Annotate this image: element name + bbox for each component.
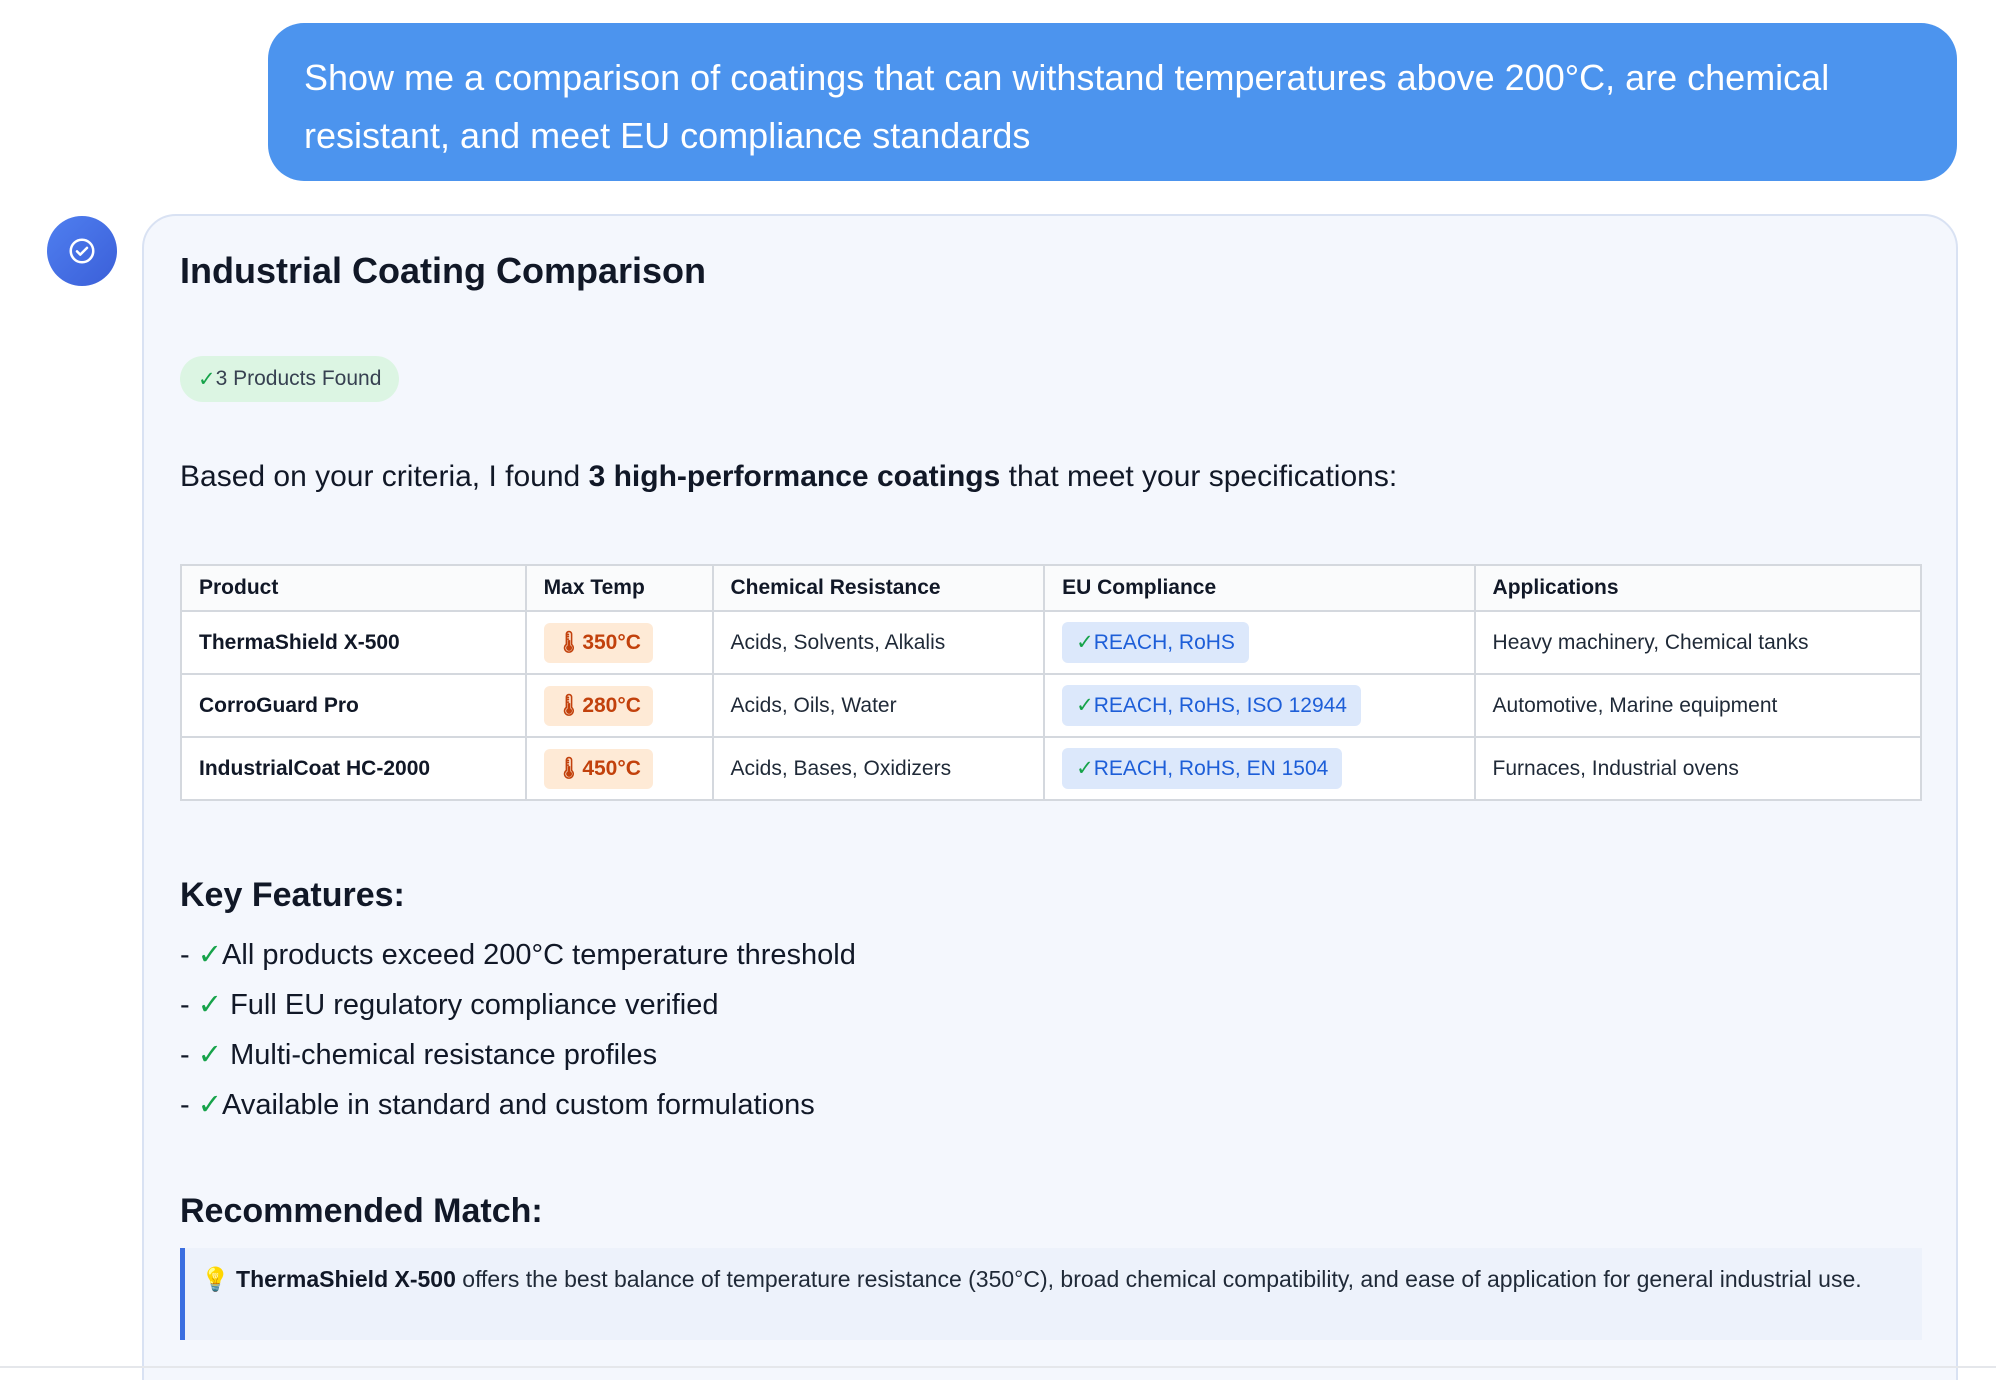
key-features-list: - ✓All products exceed 200°C temperature… (180, 930, 856, 1130)
user-message-bubble: Show me a comparison of coatings that ca… (268, 23, 1957, 181)
header-applications: Applications (1473, 564, 1923, 612)
list-dash: - (180, 989, 198, 1021)
compliance-badge: ✓REACH, RoHS (1062, 622, 1249, 663)
cell-max-temp: 🌡450°C (524, 736, 714, 801)
temp-badge: 🌡350°C (543, 622, 653, 663)
feature-text: Available in standard and custom formula… (222, 1089, 815, 1121)
table-row: IndustrialCoat HC-2000 🌡450°C Acids, Bas… (180, 736, 1923, 801)
compliance-badge: ✓REACH, RoHS, EN 1504 (1062, 748, 1343, 789)
cell-max-temp: 🌡280°C (524, 673, 714, 738)
table-header-row: Product Max Temp Chemical Resistance EU … (180, 564, 1923, 612)
list-item: - ✓All products exceed 200°C temperature… (180, 930, 856, 980)
cell-product: ThermaShield X-500 (180, 610, 527, 675)
badge-label: 3 Products Found (215, 367, 382, 390)
thermometer-icon: 🌡 (555, 693, 583, 717)
check-circle-icon (69, 238, 95, 264)
temp-badge: 🌡450°C (543, 748, 653, 789)
user-message-text: Show me a comparison of coatings that ca… (304, 57, 1830, 156)
check-icon: ✓ (198, 367, 216, 391)
check-icon: ✓ (197, 1089, 223, 1121)
list-item: - ✓ Full EU regulatory compliance verifi… (180, 980, 856, 1030)
intro-after: that meet your specifications: (1000, 460, 1398, 493)
cell-chemical: Acids, Bases, Oxidizers (711, 736, 1046, 801)
temp-value: 350°C (582, 630, 641, 654)
cell-applications: Heavy machinery, Chemical tanks (1473, 610, 1923, 675)
feature-text: Multi-chemical resistance profiles (222, 1039, 658, 1071)
list-dash: - (180, 939, 198, 971)
cell-chemical: Acids, Oils, Water (711, 673, 1046, 738)
compliance-value: REACH, RoHS, EN 1504 (1093, 757, 1329, 780)
compliance-badge: ✓REACH, RoHS, ISO 12944 (1062, 685, 1361, 726)
check-icon: ✓ (197, 939, 223, 971)
recommended-match-heading: Recommended Match: (180, 1192, 543, 1230)
cell-product: IndustrialCoat HC-2000 (180, 736, 527, 801)
feature-text: Full EU regulatory compliance verified (222, 989, 719, 1021)
list-item: - ✓Available in standard and custom form… (180, 1080, 856, 1130)
check-icon: ✓ (1076, 694, 1094, 717)
products-found-badge: ✓ 3 Products Found (180, 356, 400, 402)
assistant-response-card: Industrial Coating Comparison ✓ 3 Produc… (142, 214, 1958, 1380)
response-title: Industrial Coating Comparison (180, 250, 707, 291)
cell-max-temp: 🌡350°C (524, 610, 714, 675)
check-icon: ✓ (1076, 757, 1094, 780)
table-row: CorroGuard Pro 🌡280°C Acids, Oils, Water… (180, 673, 1923, 738)
check-icon: ✓ (1076, 631, 1094, 654)
header-max-temp: Max Temp (524, 564, 714, 612)
cell-compliance: ✓REACH, RoHS, ISO 12944 (1043, 673, 1476, 738)
feature-text: All products exceed 200°C temperature th… (222, 939, 856, 971)
key-features-heading: Key Features: (180, 876, 405, 914)
intro-text: Based on your criteria, I found 3 high-p… (180, 460, 1397, 494)
compliance-value: REACH, RoHS, ISO 12944 (1093, 694, 1347, 717)
divider (0, 1366, 1996, 1368)
temp-badge: 🌡280°C (543, 685, 653, 726)
cell-applications: Furnaces, Industrial ovens (1473, 736, 1923, 801)
thermometer-icon: 🌡 (555, 756, 583, 780)
list-dash: - (180, 1039, 198, 1071)
recommended-product: ThermaShield X-500 (236, 1266, 456, 1292)
header-eu-compliance: EU Compliance (1043, 564, 1476, 612)
assistant-avatar (47, 216, 117, 286)
temp-value: 280°C (582, 693, 641, 717)
lightbulb-icon: 💡 (201, 1266, 230, 1292)
cell-chemical: Acids, Solvents, Alkalis (711, 610, 1046, 675)
cell-applications: Automotive, Marine equipment (1473, 673, 1923, 738)
table-row: ThermaShield X-500 🌡350°C Acids, Solvent… (180, 610, 1923, 675)
check-icon: ✓ (197, 989, 223, 1021)
recommendation-callout: 💡 ThermaShield X-500 offers the best bal… (180, 1248, 1922, 1340)
list-dash: - (180, 1089, 198, 1121)
comparison-table: Product Max Temp Chemical Resistance EU … (180, 564, 1923, 801)
list-item: - ✓ Multi-chemical resistance profiles (180, 1030, 856, 1080)
cell-compliance: ✓REACH, RoHS (1043, 610, 1476, 675)
check-icon: ✓ (197, 1039, 223, 1071)
header-chemical-resistance: Chemical Resistance (711, 564, 1046, 612)
thermometer-icon: 🌡 (555, 630, 583, 654)
compliance-value: REACH, RoHS (1093, 631, 1235, 654)
intro-bold: 3 high-performance coatings (588, 460, 1001, 493)
temp-value: 450°C (582, 756, 641, 780)
intro-before: Based on your criteria, I found (180, 460, 589, 493)
cell-product: CorroGuard Pro (180, 673, 527, 738)
recommendation-text: offers the best balance of temperature r… (455, 1266, 1862, 1292)
cell-compliance: ✓REACH, RoHS, EN 1504 (1043, 736, 1476, 801)
header-product: Product (180, 564, 527, 612)
